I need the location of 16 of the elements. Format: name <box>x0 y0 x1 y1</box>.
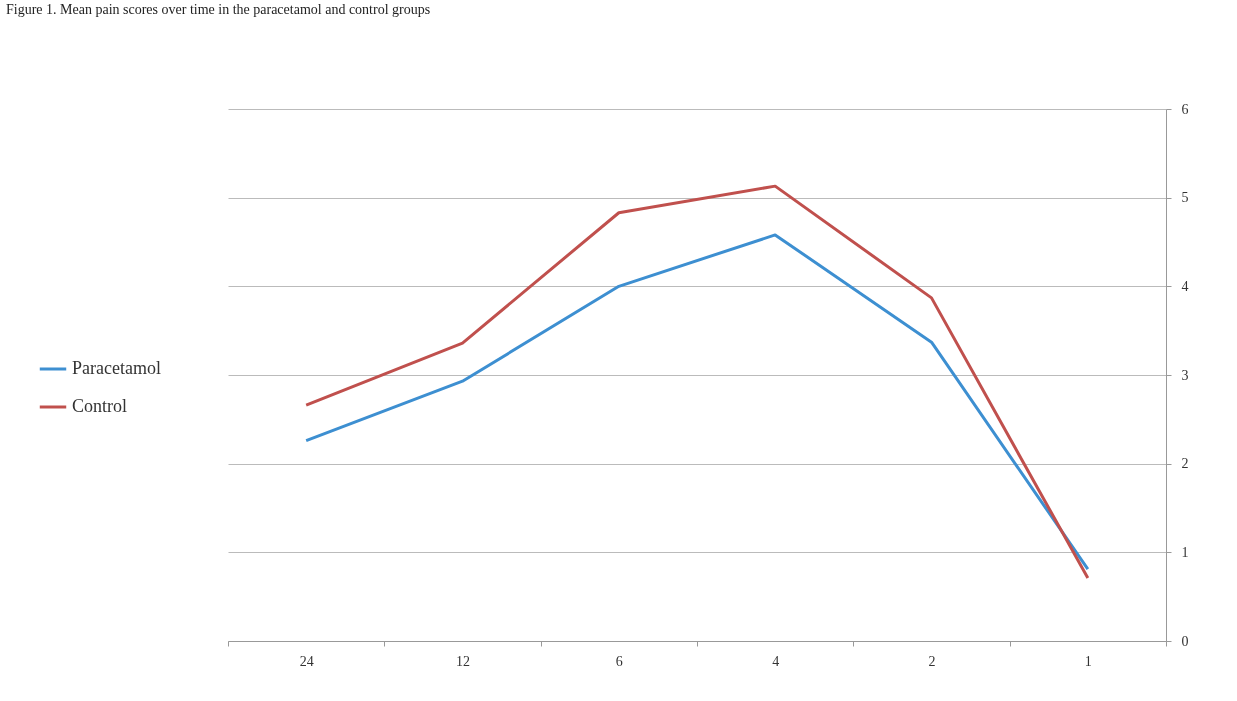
y-tick-label: 1 <box>1181 544 1189 560</box>
y-tick-label: 4 <box>1181 278 1189 294</box>
x-tick-label: 4 <box>772 653 780 669</box>
x-tick-label: 2 <box>928 653 936 669</box>
legend-label: Control <box>72 396 128 416</box>
x-tick-label: 12 <box>456 653 470 669</box>
chart-title: Figure 1. Mean pain scores over time in the paracetamol and control groups <box>6 2 431 17</box>
x-tick-label: 6 <box>615 653 623 669</box>
y-tick-label: 2 <box>1181 456 1189 472</box>
y-tick-label: 5 <box>1181 190 1189 206</box>
legend-label: Paracetamol <box>72 358 161 378</box>
x-tick-label: 1 <box>1084 653 1092 669</box>
y-tick-label: 3 <box>1181 367 1189 383</box>
y-tick-label: 0 <box>1181 633 1189 649</box>
y-tick-label: 6 <box>1181 101 1189 117</box>
x-tick-label: 24 <box>299 653 314 669</box>
